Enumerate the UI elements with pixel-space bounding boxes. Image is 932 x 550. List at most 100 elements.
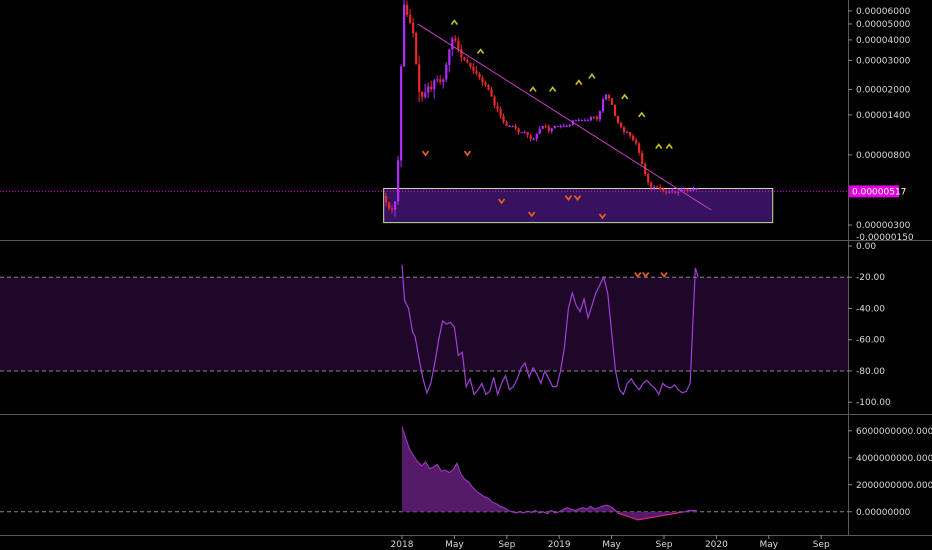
marker-up	[549, 86, 557, 92]
candle-body	[610, 98, 614, 105]
time-tick-label: Sep	[813, 540, 830, 550]
candle-body	[629, 132, 632, 136]
wr-line	[401, 264, 699, 397]
candle-body	[622, 127, 626, 133]
candle-body	[478, 73, 481, 78]
vol-negative-line	[617, 511, 682, 521]
wr-tick-label: -80.00	[856, 367, 885, 377]
candle-body	[403, 4, 406, 67]
wr-tick-label: -60.00	[856, 336, 885, 346]
candle-body	[517, 128, 520, 133]
price-tick-label: 0.00005000	[856, 20, 911, 30]
marker-up	[529, 86, 537, 92]
price-y-ticks: 0.00006000 0.00005000 0.00004000 0.00003000…	[848, 7, 914, 243]
candle-body	[632, 135, 635, 141]
candle-body	[635, 140, 638, 144]
vol-area-fill	[402, 426, 697, 520]
candle-body	[460, 49, 463, 58]
marker-down	[497, 198, 506, 205]
candle-body	[656, 186, 659, 188]
marker-down	[642, 272, 650, 278]
marker-up	[450, 19, 459, 26]
time-tick-label: May	[602, 540, 621, 550]
candle-body	[665, 191, 668, 193]
wr-band-fill	[0, 277, 848, 371]
candle-body	[463, 57, 466, 60]
price-tick-label: 0.00001400	[856, 111, 911, 121]
candle-body	[499, 109, 502, 116]
candle-body	[472, 66, 475, 71]
candle-body	[695, 188, 698, 190]
candle-body	[523, 132, 526, 134]
candle-body	[445, 64, 448, 80]
time-tick-label: Sep	[498, 540, 515, 550]
price-tick-label: 0.00000800	[856, 151, 911, 161]
wr-tick-label: -20.00	[856, 273, 885, 283]
candle-body	[662, 189, 665, 192]
candle-body	[604, 94, 608, 100]
candle-body	[421, 92, 424, 97]
candle-body	[647, 174, 650, 183]
vol-tick-label: 2000000000.00000000	[856, 481, 932, 491]
price-tick-label: 0.00000300	[856, 221, 911, 231]
candle-body	[595, 116, 599, 120]
marker-down	[634, 272, 642, 278]
candle-body	[469, 62, 472, 67]
time-tick-label: Sep	[656, 540, 673, 550]
candle-body	[565, 125, 568, 127]
time-tick-label: May	[759, 540, 778, 550]
time-tick-label: 2020	[705, 540, 728, 550]
wr-y-ticks: 0.00 -20.00 -40.00 -60.00 -80.00 -100.00	[848, 242, 891, 408]
candle-body	[638, 143, 641, 153]
candle-body	[442, 79, 445, 82]
candle-body	[439, 79, 442, 82]
vol-tick-label: 6000000000.00000000	[856, 427, 932, 437]
candle-body	[475, 70, 478, 74]
candle-body	[430, 86, 433, 90]
candle-body	[520, 132, 523, 134]
candle-body	[586, 120, 590, 122]
marker-up	[655, 143, 663, 149]
candle-body	[677, 191, 680, 193]
candle-body	[400, 66, 403, 161]
vol-y-ticks: 6000000000.00000000 4000000000.00000000 20…	[848, 427, 932, 518]
vol-tick-label: 4000000000.00000000	[856, 454, 932, 464]
candle-body	[619, 122, 623, 128]
range-box-rect	[383, 187, 774, 224]
candle-body	[650, 182, 653, 188]
candle-body	[692, 189, 695, 191]
price-tick-label: -0.00000150	[856, 233, 914, 243]
trendline[interactable]	[417, 23, 712, 211]
candle-body	[613, 104, 617, 116]
vol-area	[0, 426, 848, 521]
candle-body	[553, 125, 556, 129]
price-candles	[384, 0, 698, 217]
candle-body	[406, 4, 409, 15]
marker-down	[463, 150, 472, 157]
marker-down	[573, 195, 582, 201]
candle-body	[644, 163, 647, 175]
price-tick-label: 0.00006000	[856, 7, 911, 17]
candle-body	[538, 128, 541, 134]
candle-body	[481, 77, 484, 83]
current-price-tag	[849, 185, 899, 198]
candle-body	[433, 80, 436, 90]
candle-body	[683, 189, 686, 191]
candle-body	[601, 99, 605, 112]
marker-up	[476, 48, 485, 55]
candle-body	[454, 38, 457, 41]
candle-body	[668, 191, 671, 193]
candle-body	[511, 125, 514, 127]
candle-body	[532, 138, 535, 140]
time-tick-label: 2018	[391, 540, 414, 550]
current-price-line: 0.00000517	[0, 185, 906, 198]
marker-up	[638, 111, 646, 118]
candle-body	[589, 117, 593, 121]
candle-body	[394, 201, 397, 210]
time-axis: 2018 May Sep 2019 May Sep 2020 May Sep	[391, 535, 830, 550]
marker-down	[564, 195, 573, 201]
candle-body	[592, 116, 596, 118]
candle-body	[384, 196, 388, 203]
marker-down	[598, 213, 607, 220]
